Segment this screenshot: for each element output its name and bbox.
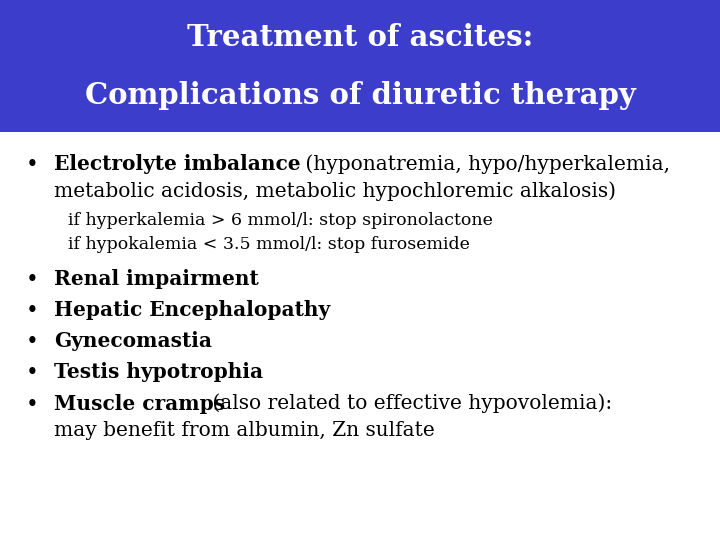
Text: if hyperkalemia > 6 mmol/l: stop spironolactone: if hyperkalemia > 6 mmol/l: stop spirono…	[68, 212, 493, 229]
Text: Testis hypotrophia: Testis hypotrophia	[54, 362, 263, 382]
Text: Hepatic Encephalopathy: Hepatic Encephalopathy	[54, 300, 330, 320]
Text: Gynecomastia: Gynecomastia	[54, 331, 212, 351]
Text: Complications of diuretic therapy: Complications of diuretic therapy	[84, 81, 636, 110]
Text: •: •	[26, 300, 39, 322]
Text: •: •	[26, 362, 39, 384]
Text: may benefit from albumin, Zn sulfate: may benefit from albumin, Zn sulfate	[54, 421, 435, 440]
Text: Electrolyte imbalance: Electrolyte imbalance	[54, 154, 301, 174]
Text: metabolic acidosis, metabolic hypochloremic alkalosis): metabolic acidosis, metabolic hypochlore…	[54, 181, 616, 201]
Text: Muscle cramps: Muscle cramps	[54, 394, 225, 414]
Text: Renal impairment: Renal impairment	[54, 269, 258, 289]
Text: •: •	[26, 269, 39, 291]
Bar	[0, 0, 720, 132]
Text: (hyponatremia, hypo/hyperkalemia,: (hyponatremia, hypo/hyperkalemia,	[300, 154, 670, 173]
Text: •: •	[26, 394, 39, 416]
Text: •: •	[26, 154, 39, 176]
Text: Treatment of ascites:: Treatment of ascites:	[186, 23, 534, 51]
Text: if hypokalemia < 3.5 mmol/l: stop furosemide: if hypokalemia < 3.5 mmol/l: stop furose…	[68, 236, 470, 253]
Text: •: •	[26, 331, 39, 353]
Text: (also related to effective hypovolemia):: (also related to effective hypovolemia):	[206, 394, 612, 414]
